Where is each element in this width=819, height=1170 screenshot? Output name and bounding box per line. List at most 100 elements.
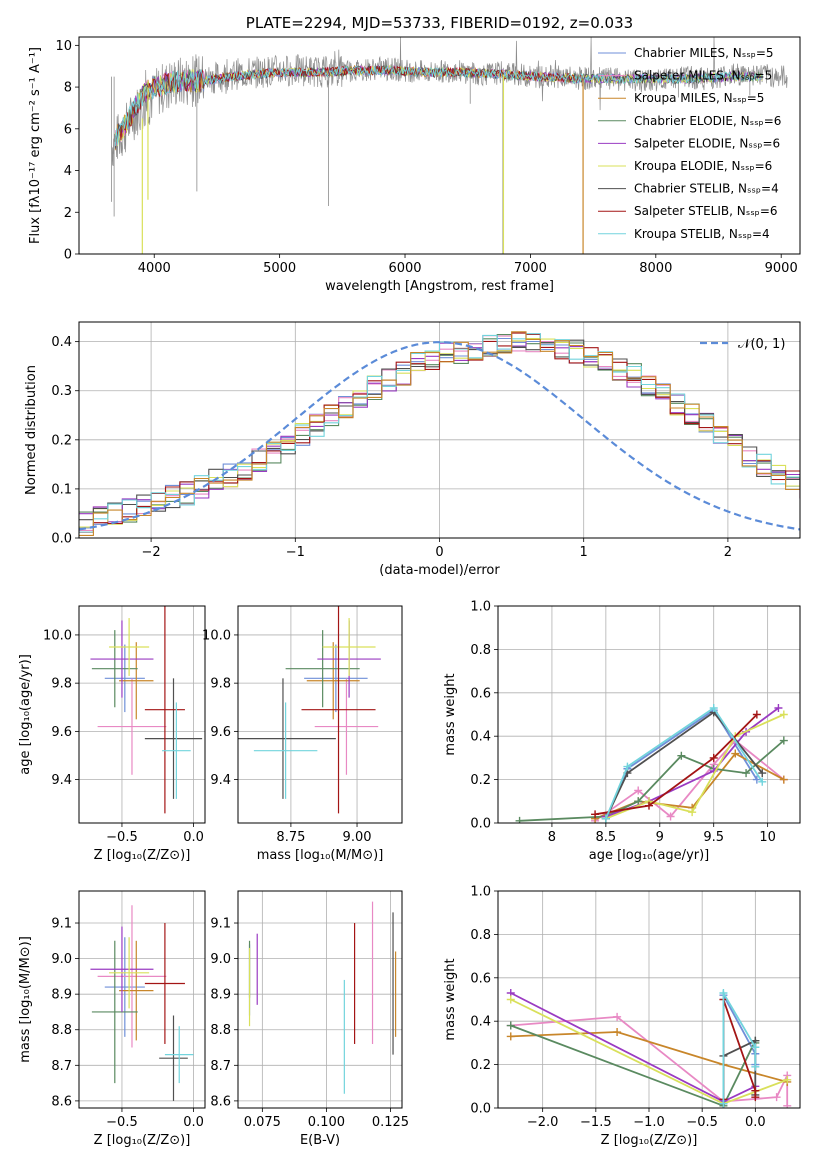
legend: 𝒩(0, 1): [700, 337, 785, 352]
legend-label: Chabrier MILES, Nₛₛₚ=5: [634, 46, 774, 60]
axes-age-vs-Z: −0.5 0.0 9.4 9.6 9.8 10.0 Z [log₁₀(Z/Z⊙)] age […: [18, 605, 206, 863]
x-tick-label: −2.0: [527, 1115, 559, 1130]
legend-label: Salpeter MILES, Nₛₛₚ=5: [634, 69, 772, 83]
x-axis-label: Z [log₁₀(Z/Z⊙)]: [94, 1133, 191, 1148]
x-tick-label: 6000: [388, 261, 421, 276]
weight-series: [594, 739, 785, 822]
weight-marker: [634, 786, 643, 795]
y-tick-label: 6: [64, 122, 72, 137]
weight-marker: [779, 710, 788, 719]
errorbar-point: [285, 630, 360, 708]
axes-spectrum: 4000 5000 6000 7000 8000 9000 0 2 4 6 8 10 wavelengt…: [28, 14, 801, 294]
weight-marker: [774, 703, 783, 712]
errorbar-point: [119, 940, 154, 1041]
legend-label: Salpeter STELIB, Nₛₛₚ=6: [634, 204, 778, 218]
y-tick-label: 4: [64, 164, 72, 179]
legend-label: Kroupa MILES, Nₛₛₚ=5: [634, 91, 764, 105]
legend-label: Kroupa STELIB, Nₛₛₚ=4: [634, 227, 770, 241]
weight-marker: [709, 703, 718, 712]
y-tick-label: 0.4: [470, 1015, 491, 1030]
y-tick-label: 0.4: [51, 335, 72, 350]
ticks: −2.0 −1.5 −1.0 −0.5 0.0 0.0 0.2 0.4 0.6 0.8 1.0: [470, 885, 765, 1131]
x-axis-label: age [log₁₀(age/yr)]: [589, 848, 710, 863]
y-tick-label: 8.8: [51, 1023, 72, 1038]
plot-area: [238, 606, 402, 823]
x-tick-label: 0.0: [183, 1115, 204, 1130]
errorbars: [90, 905, 194, 1101]
x-tick-label: 0.125: [372, 1115, 409, 1130]
ticks: 8 8.5 9 9.5 10 0.0 0.2 0.4 0.6 0.8 1.0: [470, 600, 776, 846]
errorbar-point: [238, 678, 336, 799]
weight-marker: [731, 749, 740, 758]
y-tick-label: 1.0: [470, 600, 491, 615]
y-tick-label: 0.8: [470, 928, 491, 943]
weight-marker: [719, 1099, 728, 1108]
legend-label: 𝒩(0, 1): [738, 337, 785, 352]
errorbar-point: [322, 618, 376, 676]
x-tick-label: 8: [548, 830, 556, 845]
legend-label: Salpeter ELODIE, Nₛₛₚ=6: [634, 136, 780, 150]
x-tick-label: −1.5: [580, 1115, 612, 1130]
y-tick-label: 9.6: [51, 725, 72, 740]
model-spectrum: [115, 65, 763, 147]
normal-curve: [79, 341, 800, 531]
x-tick-label: 0.100: [308, 1115, 345, 1130]
y-tick-label: 0: [64, 248, 72, 263]
axes-weight-vs-age: 8 8.5 9 9.5 10 0.0 0.2 0.4 0.6 0.8 1.0 age [log₁₀(a…: [443, 600, 801, 863]
y-tick-label: 9.6: [210, 725, 231, 740]
errorbar-point: [119, 642, 154, 720]
weight-marker: [601, 814, 610, 823]
errorbar-point: [144, 606, 185, 814]
errorbar-point: [91, 630, 138, 708]
grid: [238, 606, 402, 823]
weight-marker: [779, 736, 788, 745]
y-tick-label: 8.7: [51, 1059, 72, 1074]
y-tick-label: 0.1: [51, 482, 72, 497]
weight-marker: [779, 775, 788, 784]
axes-frame: [497, 605, 801, 824]
weight-marker: [613, 1028, 622, 1037]
axes-residuals: −2 −1 0 1 2 0.0 0.1 0.2 0.3 0.4 (data-model)/error…: [24, 321, 801, 578]
axes-mass-vs-EBV: 0.075 0.100 0.125 8.6 8.7 8.8 8.9 9.0 9.1 E(B-V): [210, 890, 409, 1148]
plot-area: [79, 606, 205, 823]
x-tick-label: 0.0: [183, 830, 204, 845]
ticks: −2 −1 0 1 2 0.0 0.1 0.2 0.3 0.4: [51, 335, 732, 560]
x-tick-label: 0: [435, 545, 443, 560]
y-tick-label: 0.0: [470, 1102, 491, 1117]
x-tick-label: 4000: [138, 261, 171, 276]
x-tick-label: 1: [580, 545, 588, 560]
plot-area: [498, 606, 800, 823]
weight-marker: [752, 775, 761, 784]
weight-marker: [613, 1012, 622, 1021]
axes-frame: [78, 321, 801, 539]
legend-label: Chabrier ELODIE, Nₛₛₚ=6: [634, 114, 781, 128]
x-tick-label: −2: [142, 545, 161, 560]
x-tick-label: 7000: [514, 261, 547, 276]
weight-series: [594, 713, 758, 816]
y-tick-label: 9.0: [210, 952, 231, 967]
y-axis-label: mass weight: [443, 673, 458, 755]
residual-histogram: [79, 331, 800, 536]
weight-marker: [758, 777, 767, 786]
errorbar-point: [90, 620, 154, 698]
weight-marker: [752, 710, 761, 719]
y-tick-label: 9.1: [210, 917, 231, 932]
x-tick-label: −1.0: [633, 1115, 665, 1130]
weight-marker: [506, 1021, 515, 1030]
x-tick-label: 8.75: [276, 830, 305, 845]
axes-frame: [78, 605, 206, 824]
weight-marker: [515, 816, 524, 823]
errorbar-point: [90, 926, 154, 1012]
errorbar-point: [97, 678, 167, 775]
x-axis-label: mass [log₁₀(M/M⊙)]: [257, 848, 384, 863]
chart-title: PLATE=2294, MJD=53733, FIBERID=0192, z=0…: [246, 14, 633, 32]
y-tick-label: 8: [64, 81, 72, 96]
x-axis-label: Z [log₁₀(Z/Z⊙)]: [94, 848, 191, 863]
y-tick-label: 10.0: [43, 628, 72, 643]
legend-label: Kroupa ELODIE, Nₛₛₚ=6: [634, 159, 772, 173]
y-tick-label: 0.2: [470, 1058, 491, 1073]
axes-age-vs-mass: 8.75 9.00 9.4 9.6 9.8 10.0 mass [log₁₀(M/M⊙)]: [202, 605, 403, 863]
weight-marker: [709, 753, 718, 762]
weight-marker: [591, 810, 600, 819]
errorbar-point: [104, 937, 145, 1037]
